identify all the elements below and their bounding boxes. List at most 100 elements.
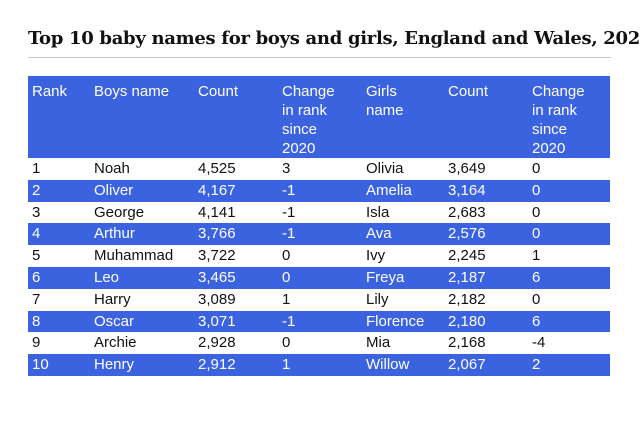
title-divider [28,57,611,58]
cell-girl-change: 1 [528,245,610,267]
header-line: since [282,121,318,138]
table-row: 8 Oscar 3,071 -1 Florence 2,180 6 [28,310,610,333]
cell-boy-name: Muhammad [90,245,194,267]
cell-boy-name: Harry [90,288,194,311]
cell-boy-count: 4,167 [194,179,278,202]
cell-girl-name: Willow [362,354,444,376]
header-line: 2020 [532,140,566,157]
cell-boy-name: Leo [90,266,194,289]
cell-girl-name: Florence [362,310,444,333]
cell-boy-name: Archie [90,332,194,355]
table-row: 10 Henry 2,912 1 Willow 2,067 2 [28,354,610,376]
table-row: 4 Arthur 3,766 -1 Ava 2,576 0 [28,223,610,246]
header-line: since [532,121,568,138]
table-row: 5 Muhammad 3,722 0 Ivy 2,245 1 [28,245,610,267]
cell-boy-change: -1 [278,310,362,333]
cell-boy-count: 3,465 [194,266,278,289]
cell-boy-name: Henry [90,354,194,376]
cell-rank: 4 [28,223,90,246]
header-line: in rank [282,102,328,119]
cell-rank: 3 [28,201,90,224]
cell-boy-name: Noah [90,158,194,180]
cell-rank: 8 [28,310,90,333]
cell-boy-change: 0 [278,332,362,355]
table-header-row: Rank Boys name Count Change in rank sinc… [28,76,610,158]
table-row: 6 Leo 3,465 0 Freya 2,187 6 [28,266,610,289]
header-line: Girls [366,83,397,100]
header-line: Change [282,83,335,100]
cell-girl-count: 2,067 [444,354,528,376]
cell-boy-name: Arthur [90,223,194,246]
cell-boy-change: -1 [278,179,362,202]
header-girls-name: Girls name [362,76,444,158]
cell-girl-name: Mia [362,332,444,355]
cell-girl-count: 2,182 [444,288,528,311]
cell-girl-change: 0 [528,223,610,246]
cell-boy-change: 0 [278,245,362,267]
header-girls-count: Count [444,76,528,158]
cell-rank: 7 [28,288,90,311]
header-line: 2020 [282,140,316,157]
cell-girl-count: 2,180 [444,310,528,333]
table-row: 2 Oliver 4,167 -1 Amelia 3,164 0 [28,179,610,202]
cell-girl-name: Olivia [362,158,444,180]
cell-girl-change: 0 [528,179,610,202]
cell-boy-count: 3,766 [194,223,278,246]
cell-boy-change: 0 [278,266,362,289]
cell-boy-count: 3,722 [194,245,278,267]
cell-rank: 2 [28,179,90,202]
cell-boy-change: -1 [278,201,362,224]
cell-girl-change: 0 [528,158,610,180]
header-line: in rank [532,102,578,119]
table-row: 3 George 4,141 -1 Isla 2,683 0 [28,201,610,224]
cell-girl-count: 3,649 [444,158,528,180]
cell-boy-count: 2,912 [194,354,278,376]
cell-girl-count: 2,576 [444,223,528,246]
cell-girl-change: 2 [528,354,610,376]
cell-girl-count: 2,245 [444,245,528,267]
cell-boy-count: 4,525 [194,158,278,180]
baby-names-table: Rank Boys name Count Change in rank sinc… [28,76,610,376]
cell-girl-change: 0 [528,201,610,224]
header-line: name [366,102,404,119]
cell-girl-count: 2,683 [444,201,528,224]
cell-boy-name: Oscar [90,310,194,333]
header-boys-name: Boys name [90,76,194,158]
cell-girl-name: Isla [362,201,444,224]
cell-boy-change: -1 [278,223,362,246]
cell-girl-count: 2,168 [444,332,528,355]
cell-rank: 6 [28,266,90,289]
header-girls-change: Change in rank since 2020 [528,76,610,158]
header-line: Change [532,83,585,100]
header-rank: Rank [28,76,90,158]
cell-girl-name: Ava [362,223,444,246]
cell-rank: 10 [28,354,90,376]
cell-boy-name: Oliver [90,179,194,202]
table-row: 7 Harry 3,089 1 Lily 2,182 0 [28,288,610,311]
cell-girl-name: Freya [362,266,444,289]
cell-girl-change: -4 [528,332,610,355]
cell-rank: 9 [28,332,90,355]
cell-girl-count: 3,164 [444,179,528,202]
cell-girl-name: Lily [362,288,444,311]
cell-boy-change: 1 [278,288,362,311]
cell-boy-count: 3,071 [194,310,278,333]
cell-boy-change: 1 [278,354,362,376]
cell-boy-count: 4,141 [194,201,278,224]
header-boys-count: Count [194,76,278,158]
cell-rank: 1 [28,158,90,180]
cell-boy-count: 2,928 [194,332,278,355]
cell-girl-name: Ivy [362,245,444,267]
cell-rank: 5 [28,245,90,267]
cell-girl-change: 6 [528,310,610,333]
page-title: Top 10 baby names for boys and girls, En… [28,28,640,49]
header-boys-change: Change in rank since 2020 [278,76,362,158]
cell-girl-change: 6 [528,266,610,289]
cell-girl-name: Amelia [362,179,444,202]
cell-boy-name: George [90,201,194,224]
table-row: 9 Archie 2,928 0 Mia 2,168 -4 [28,332,610,355]
table-body: 1 Noah 4,525 3 Olivia 3,649 0 2 Oliver 4… [28,158,610,376]
cell-girl-change: 0 [528,288,610,311]
cell-girl-count: 2,187 [444,266,528,289]
cell-boy-change: 3 [278,158,362,180]
